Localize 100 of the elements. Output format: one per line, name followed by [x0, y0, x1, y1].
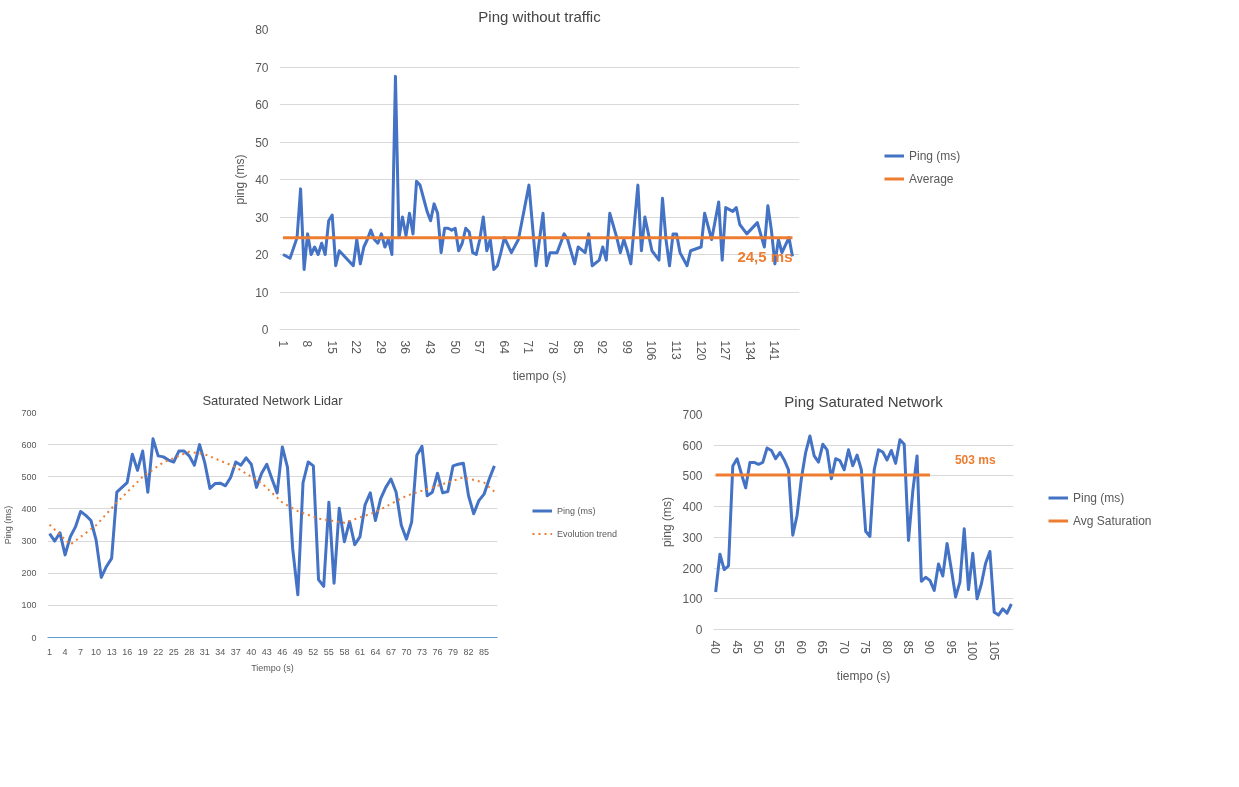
x-tick-label: 75 [858, 640, 873, 655]
x-tick-label: 46 [277, 646, 288, 657]
x-tick-label: 29 [373, 340, 388, 355]
x-tick-label: 50 [751, 640, 765, 655]
legend-label: Ping (ms) [557, 505, 596, 516]
y-tick-label: 20 [255, 248, 269, 262]
x-tick-label: 70 [836, 640, 851, 655]
x-tick-label: 64 [370, 646, 381, 657]
x-tick-label: 22 [153, 646, 164, 657]
y-tick-label: 40 [255, 173, 269, 187]
x-tick-label: 52 [308, 646, 319, 657]
x-tick-label: 90 [922, 640, 937, 655]
y-axis-title: Ping (ms) [3, 505, 14, 545]
x-tick-label: 76 [432, 646, 443, 657]
x-tick-label: 50 [447, 340, 462, 355]
x-tick-label: 141 [767, 340, 782, 361]
x-tick-label: 16 [122, 646, 133, 657]
x-tick-label: 127 [718, 340, 733, 361]
x-axis-title: tiempo (s) [512, 368, 567, 383]
legend-label: Average [909, 171, 954, 185]
x-tick-label: 99 [619, 340, 634, 355]
x-tick-label: 134 [742, 340, 757, 361]
legend-label: Avg Saturation [1073, 513, 1152, 528]
x-tick-label: 85 [901, 640, 915, 655]
x-tick-label: 85 [479, 646, 490, 657]
y-tick-label: 60 [255, 98, 269, 112]
chart-title: Saturated Network Lidar [202, 392, 344, 408]
x-tick-label: 64 [496, 340, 511, 355]
x-tick-label: 79 [448, 646, 459, 657]
x-tick-label: 37 [230, 646, 241, 657]
x-tick-label: 43 [423, 340, 438, 355]
x-tick-label: 65 [815, 640, 830, 655]
y-tick-label: 100 [21, 600, 37, 611]
y-tick-label: 100 [682, 592, 703, 607]
y-tick-label: 600 [21, 439, 37, 450]
chart-title: Ping Saturated Network [784, 392, 944, 410]
x-tick-label: 55 [323, 646, 334, 657]
x-tick-label: 31 [199, 646, 210, 657]
x-tick-label: 100 [965, 640, 980, 661]
chart-title: Ping without traffic [478, 7, 602, 25]
x-tick-label: 49 [292, 646, 303, 657]
y-tick-label: 400 [682, 500, 703, 515]
x-tick-label: 67 [385, 646, 396, 657]
x-tick-label: 34 [215, 646, 226, 657]
y-tick-label: 300 [682, 530, 703, 545]
x-tick-label: 55 [772, 640, 787, 655]
y-tick-label: 500 [682, 469, 703, 484]
x-tick-label: 28 [184, 646, 195, 657]
x-tick-label: 113 [669, 340, 684, 360]
y-tick-label: 0 [695, 623, 703, 637]
y-tick-label: 30 [255, 210, 269, 225]
x-tick-label: 105 [986, 640, 1001, 661]
y-tick-label: 700 [682, 408, 703, 422]
x-tick-label: 95 [943, 640, 958, 655]
x-tick-label: 10 [91, 646, 102, 657]
legend-label: Evolution trend [557, 528, 618, 539]
x-axis-title: Tiempo (s) [251, 662, 294, 673]
x-tick-label: 71 [521, 340, 536, 355]
x-tick-label: 13 [106, 646, 117, 657]
line-series [48, 450, 496, 546]
x-tick-label: 82 [463, 646, 474, 657]
x-tick-label: 25 [168, 646, 179, 657]
legend-label: Ping (ms) [909, 148, 961, 162]
y-tick-label: 300 [21, 536, 37, 547]
x-tick-label: 70 [401, 646, 412, 657]
y-tick-label: 0 [31, 632, 37, 643]
x-tick-label: 80 [879, 640, 894, 655]
line-series [714, 434, 1013, 617]
x-tick-label: 58 [339, 646, 350, 657]
x-tick-label: 36 [398, 340, 413, 355]
x-tick-label: 22 [349, 340, 364, 355]
x-tick-label: 85 [570, 340, 585, 355]
line-series [281, 74, 794, 271]
x-tick-label: 19 [137, 646, 148, 657]
x-tick-label: 78 [546, 340, 561, 355]
x-tick-label: 92 [595, 340, 610, 355]
x-tick-label: 40 [708, 640, 723, 655]
y-axis-title: ping (ms) [233, 154, 248, 205]
x-tick-label: 4 [62, 646, 68, 657]
x-tick-label: 73 [416, 646, 427, 657]
x-tick-label: 15 [324, 340, 339, 355]
annotation: 503 ms [954, 453, 996, 468]
y-tick-label: 80 [255, 23, 269, 37]
line-series [48, 437, 496, 597]
y-tick-label: 400 [21, 503, 37, 514]
x-tick-label: 57 [472, 340, 487, 355]
y-tick-label: 500 [21, 471, 37, 482]
y-tick-label: 600 [682, 438, 703, 453]
x-tick-label: 45 [729, 640, 744, 655]
y-tick-label: 10 [255, 285, 269, 300]
y-tick-label: 200 [21, 568, 37, 579]
x-tick-label: 106 [644, 340, 659, 361]
y-tick-label: 70 [255, 60, 269, 75]
x-tick-label: 40 [246, 646, 257, 657]
x-tick-label: 7 [78, 646, 84, 657]
x-tick-label: 60 [793, 640, 808, 655]
y-tick-label: 200 [682, 561, 703, 576]
legend-label: Ping (ms) [1073, 490, 1125, 505]
y-axis-title: ping (ms) [660, 496, 675, 547]
x-axis-title: tiempo (s) [836, 668, 891, 683]
